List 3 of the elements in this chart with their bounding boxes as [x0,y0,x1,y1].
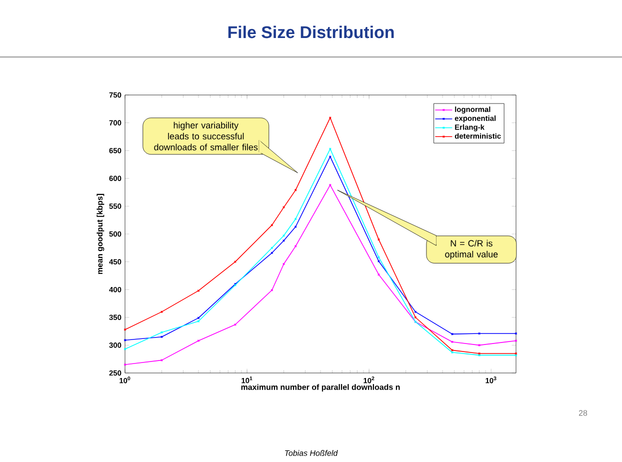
annotation: N = C/R is optimal value [445,240,498,260]
annotation: higher variability leads to successful downloads of smaller files [154,122,258,150]
chart-title: File Size Distribution [228,26,394,38]
